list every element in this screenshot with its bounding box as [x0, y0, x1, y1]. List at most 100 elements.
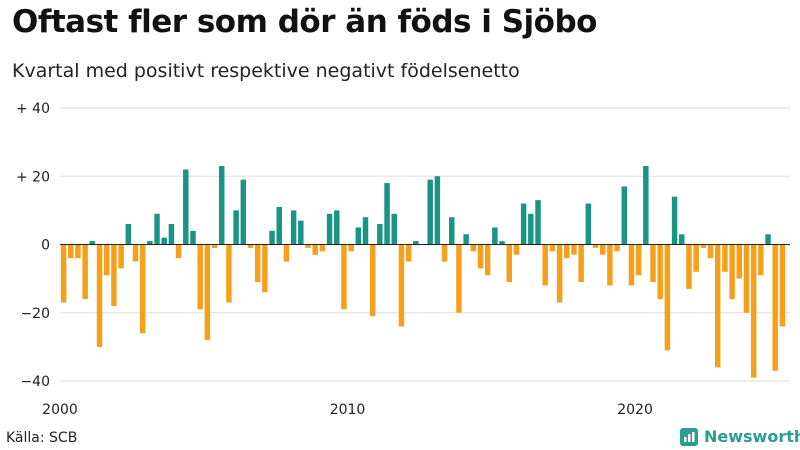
bar — [262, 244, 268, 293]
bar — [290, 210, 297, 245]
bar — [599, 244, 606, 255]
bar — [147, 241, 153, 245]
bar — [628, 244, 635, 286]
bar — [68, 244, 74, 259]
bar — [614, 244, 620, 252]
bar — [520, 203, 527, 245]
gridlines — [60, 107, 790, 382]
x-tick-label: 2020 — [617, 402, 653, 418]
bar — [535, 200, 541, 245]
bar — [111, 244, 117, 306]
bar — [542, 244, 548, 286]
bar — [219, 166, 225, 245]
bar — [298, 220, 304, 245]
bar — [348, 244, 354, 252]
bar-chart-logo-icon — [680, 427, 698, 446]
chart-title: Oftast fler som dör än föds i Sjöbo — [12, 4, 597, 40]
bar — [405, 244, 412, 262]
bar — [441, 244, 448, 262]
bar — [506, 244, 512, 283]
bar — [326, 213, 333, 245]
bar — [183, 169, 189, 245]
bar — [564, 244, 570, 259]
y-axis-tick-labels: + 40 + 20 0 −20 −40 — [16, 101, 50, 390]
bar — [96, 244, 103, 347]
bar — [82, 244, 88, 300]
x-tick-label: 2000 — [42, 402, 78, 418]
bar — [89, 241, 96, 245]
bar — [621, 186, 627, 245]
bar — [305, 244, 311, 248]
bar — [369, 244, 376, 317]
bar — [456, 244, 462, 313]
bar — [283, 244, 290, 262]
bar — [650, 244, 656, 283]
x-axis-tick-labels: 2000 2010 2020 — [42, 402, 653, 418]
bar — [592, 244, 599, 248]
bar — [492, 227, 498, 245]
bar — [197, 244, 203, 310]
bar — [750, 244, 757, 378]
bar — [449, 217, 455, 245]
bar — [226, 244, 232, 303]
bar-chart: + 40 + 20 0 −20 −40 2000 2010 2020 — [16, 101, 790, 418]
bar — [528, 213, 534, 245]
bar — [779, 244, 786, 327]
bar — [384, 183, 390, 245]
bar — [377, 224, 383, 245]
bar — [463, 234, 469, 245]
bar — [211, 244, 218, 248]
bar — [571, 244, 577, 255]
bar — [549, 244, 556, 252]
bar — [398, 244, 405, 327]
bar — [161, 237, 167, 245]
bar — [700, 244, 707, 248]
bar — [772, 244, 778, 371]
y-tick-label: −20 — [20, 306, 50, 322]
bar — [686, 244, 692, 289]
y-tick-label: −40 — [20, 374, 50, 390]
bar — [585, 203, 592, 245]
bar — [391, 213, 397, 245]
bar — [204, 244, 211, 341]
bar — [118, 244, 124, 269]
bars — [60, 166, 786, 378]
bar — [470, 244, 477, 252]
bar — [657, 244, 663, 300]
bar — [714, 244, 721, 368]
bar — [240, 179, 247, 245]
bar — [60, 244, 67, 303]
bar — [693, 244, 699, 272]
bar — [736, 244, 743, 279]
bar — [578, 244, 584, 283]
bar — [635, 244, 642, 276]
source-note: Källa: SCB — [6, 430, 78, 446]
bar — [765, 234, 771, 245]
bar — [103, 244, 110, 276]
bar — [484, 244, 491, 276]
bar — [671, 196, 678, 245]
bar — [334, 210, 340, 245]
bar — [707, 244, 714, 259]
bar — [643, 166, 649, 245]
bar — [190, 230, 196, 245]
brand-name: Newsworthy — [704, 427, 800, 446]
bar — [269, 230, 275, 245]
bar — [132, 244, 139, 262]
bar — [499, 241, 505, 245]
bar — [513, 244, 520, 255]
bar — [664, 244, 671, 351]
bar — [607, 244, 613, 286]
bar — [355, 227, 362, 245]
brand-logo[interactable]: Newsworthy — [680, 427, 800, 446]
bar — [233, 210, 239, 245]
bar — [413, 241, 419, 245]
chart-subtitle: Kvartal med positivt respektive negativt… — [12, 60, 520, 82]
bar — [427, 179, 433, 245]
bar — [434, 176, 441, 245]
bar — [175, 244, 182, 259]
bar — [276, 206, 282, 245]
y-tick-label: 0 — [41, 238, 50, 254]
bar — [722, 244, 728, 272]
bar — [319, 244, 326, 252]
